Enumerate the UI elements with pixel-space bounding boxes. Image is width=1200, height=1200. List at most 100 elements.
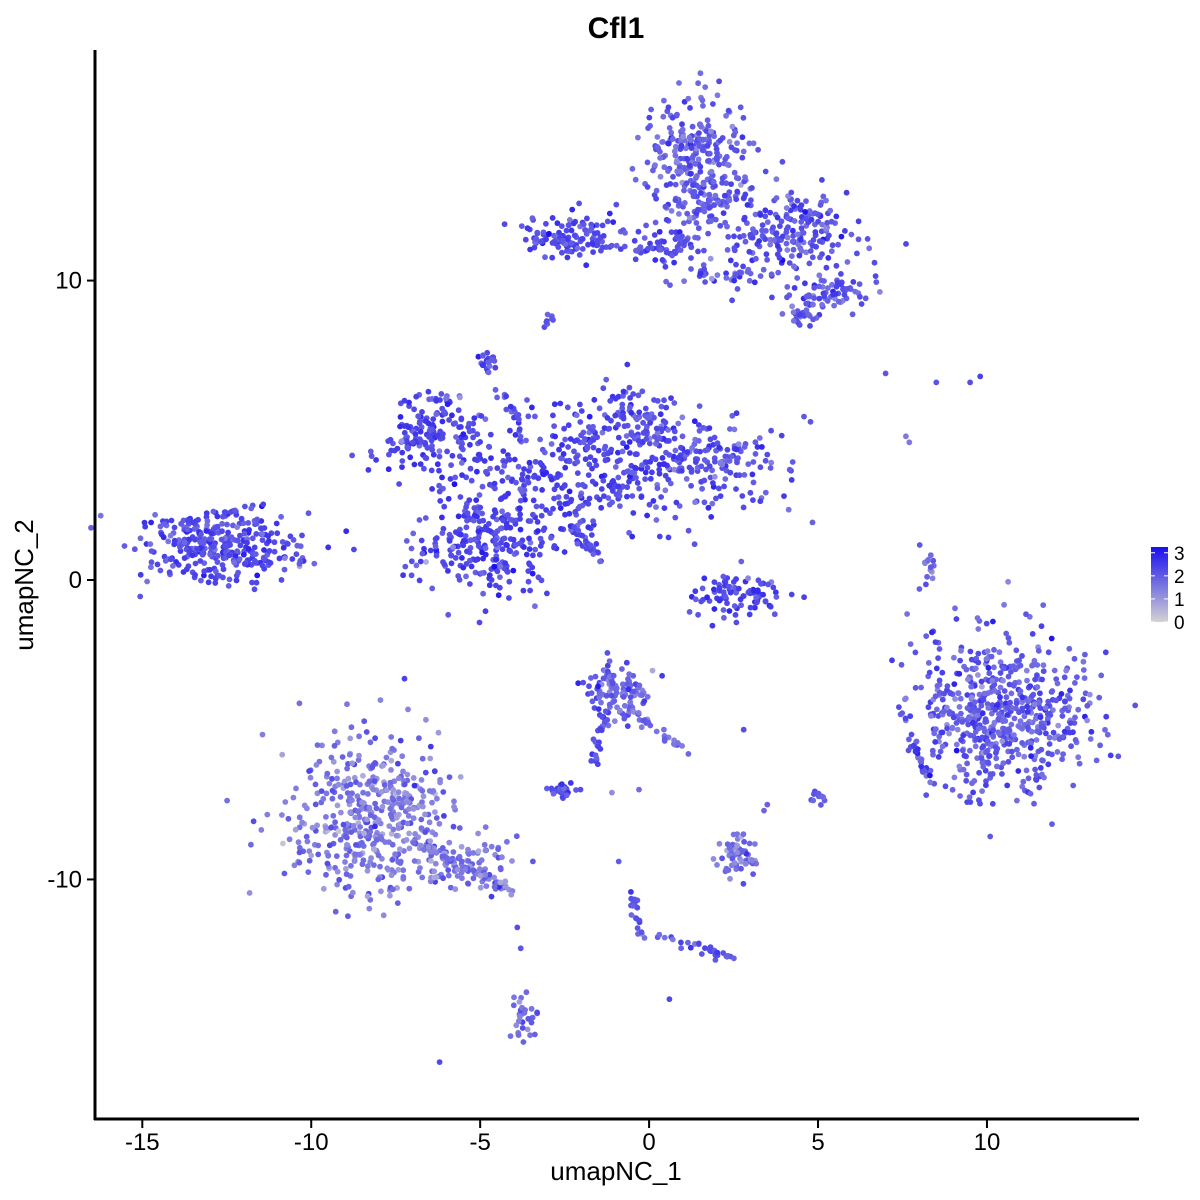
data-point xyxy=(502,878,509,885)
data-point xyxy=(1008,690,1015,697)
data-point xyxy=(629,533,636,540)
data-point xyxy=(736,472,743,479)
data-point xyxy=(651,414,657,421)
data-point xyxy=(825,255,832,261)
data-point xyxy=(351,857,358,864)
data-point xyxy=(1011,732,1017,738)
data-point xyxy=(711,586,717,593)
data-point xyxy=(1023,667,1030,674)
data-point xyxy=(725,107,732,114)
data-point xyxy=(695,235,701,241)
data-point xyxy=(394,900,401,906)
data-point xyxy=(544,590,550,597)
data-point xyxy=(719,855,725,862)
data-point xyxy=(844,259,851,265)
data-point xyxy=(742,860,749,867)
data-point xyxy=(706,150,713,157)
data-point xyxy=(843,189,850,196)
data-point xyxy=(528,1019,535,1026)
data-point xyxy=(215,552,221,559)
data-point xyxy=(723,112,729,119)
data-point xyxy=(730,132,737,139)
data-point xyxy=(866,245,873,252)
data-point xyxy=(491,480,498,487)
data-point xyxy=(719,179,725,186)
data-point xyxy=(365,467,372,473)
data-point xyxy=(607,398,614,404)
data-point xyxy=(717,222,724,229)
data-point xyxy=(364,867,371,874)
data-point xyxy=(457,394,463,401)
data-point xyxy=(1072,737,1079,743)
data-point xyxy=(678,945,684,952)
data-point xyxy=(728,181,734,188)
data-point xyxy=(658,494,664,500)
data-point xyxy=(742,238,749,245)
data-point xyxy=(1005,578,1011,585)
data-point xyxy=(724,223,730,230)
data-point xyxy=(1024,709,1031,715)
data-point xyxy=(399,458,406,464)
data-point xyxy=(659,257,666,263)
data-point xyxy=(974,712,981,719)
data-point xyxy=(433,874,440,880)
data-point xyxy=(967,379,973,386)
data-point xyxy=(985,664,992,671)
data-point xyxy=(488,455,494,461)
data-point xyxy=(701,499,708,506)
data-point xyxy=(609,479,616,485)
data-point xyxy=(784,234,791,241)
data-point xyxy=(524,397,530,403)
y-tick-label: 0 xyxy=(69,567,82,594)
data-point xyxy=(662,263,669,270)
data-point xyxy=(554,474,561,480)
data-point xyxy=(968,683,975,690)
data-point xyxy=(616,493,623,499)
data-point xyxy=(661,726,667,733)
data-point xyxy=(701,266,707,273)
data-point xyxy=(648,106,654,113)
data-point xyxy=(487,465,493,472)
data-point xyxy=(925,557,931,564)
data-point xyxy=(1001,688,1008,694)
data-point xyxy=(1097,742,1103,749)
data-point xyxy=(232,507,238,514)
data-point xyxy=(608,242,615,249)
data-point xyxy=(458,444,465,451)
data-point xyxy=(388,757,395,764)
data-point xyxy=(306,768,312,774)
data-point xyxy=(811,295,817,301)
data-point xyxy=(667,282,673,288)
data-point xyxy=(697,448,703,455)
data-point xyxy=(740,263,746,270)
data-point xyxy=(803,249,809,256)
data-point xyxy=(1087,736,1094,742)
data-point xyxy=(534,229,541,236)
data-point xyxy=(560,237,566,244)
data-point xyxy=(640,430,647,436)
data-point xyxy=(452,555,459,561)
data-point xyxy=(758,580,764,587)
data-point xyxy=(762,207,769,214)
data-point xyxy=(415,413,422,420)
data-point xyxy=(620,440,626,447)
data-point xyxy=(497,563,504,570)
data-point xyxy=(1007,699,1013,706)
data-point xyxy=(864,236,871,242)
data-point xyxy=(647,420,653,426)
data-point xyxy=(609,789,615,796)
data-point xyxy=(433,397,439,404)
data-point xyxy=(804,293,810,300)
data-point xyxy=(724,161,731,168)
data-point xyxy=(673,234,680,241)
data-point xyxy=(292,826,299,833)
data-point xyxy=(734,849,741,856)
data-point xyxy=(506,578,513,585)
data-point xyxy=(790,317,797,324)
data-point xyxy=(750,497,756,503)
data-point xyxy=(554,482,560,489)
data-point xyxy=(624,723,631,729)
data-point xyxy=(551,543,558,549)
data-point xyxy=(465,880,471,887)
data-point xyxy=(745,575,751,582)
